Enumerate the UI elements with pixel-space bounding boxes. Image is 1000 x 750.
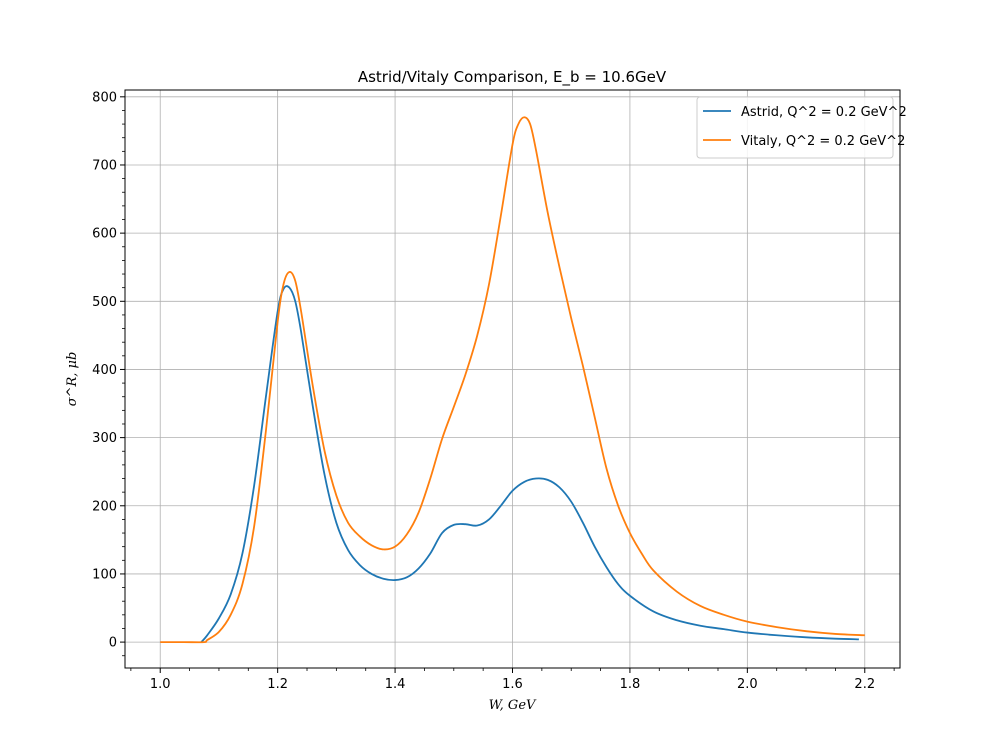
x-tick-label: 1.0	[150, 677, 171, 692]
legend-box	[696, 96, 894, 159]
x-tick-label: 1.8	[620, 677, 641, 692]
y-tick-label: 800	[92, 90, 117, 105]
series-layer	[160, 116, 865, 644]
grid	[125, 90, 900, 668]
ticks: 1.0 1.2 1.4 1.6 1.8 2.0 2.2 0 100 200 300 400 500 600…	[92, 90, 895, 692]
y-tick-label: 300	[92, 431, 117, 446]
x-axis-label: W, GeV	[489, 698, 537, 713]
series-line-1	[160, 116, 865, 644]
legend-label-1: Vitaly, Q^2 = 0.2 GeV^2	[741, 134, 905, 149]
x-tick-label: 1.4	[385, 677, 406, 692]
y-tick-label: 500	[92, 295, 117, 310]
chart-title: Astrid/Vitaly Comparison, E_b = 10.6GeV	[358, 68, 667, 87]
y-tick-label: 700	[92, 158, 117, 173]
x-tick-label: 2.0	[737, 677, 758, 692]
y-tick-label: 600	[92, 227, 117, 242]
x-tick-label: 1.6	[502, 677, 523, 692]
y-tick-label: 0	[109, 636, 117, 651]
y-axis-label: σ^R, μb	[65, 352, 80, 407]
x-tick-label: 2.2	[854, 677, 875, 692]
y-tick-label: 400	[92, 363, 117, 378]
x-tick-label: 1.2	[267, 677, 288, 692]
y-tick-label: 100	[92, 567, 117, 582]
legend-label-0: Astrid, Q^2 = 0.2 GeV^2	[741, 105, 907, 120]
legend: Astrid, Q^2 = 0.2 GeV^2 Vitaly, Q^2 = 0.2…	[696, 96, 907, 159]
y-tick-label: 200	[92, 499, 117, 514]
series-line-0	[200, 285, 859, 643]
